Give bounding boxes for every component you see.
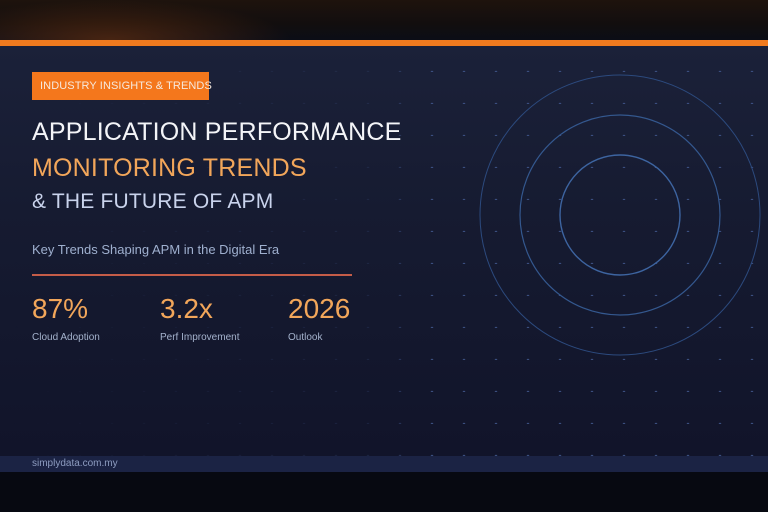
footer-band: simplydata.com.my (0, 456, 768, 472)
concentric-circles-decoration (479, 74, 761, 356)
stat-value: 87% (32, 293, 89, 324)
bottom-band (0, 472, 768, 512)
stat-value: 2026 (288, 293, 351, 324)
title-line-1: APPLICATION PERFORMANCE (32, 118, 402, 146)
title-line-3: & THE FUTURE OF APM (32, 190, 274, 213)
subtitle: Key Trends Shaping APM in the Digital Er… (32, 242, 280, 257)
title-line-2: MONITORING TRENDS (32, 154, 307, 182)
category-badge: INDUSTRY INSIGHTS & TRENDS (32, 72, 212, 100)
stat-cloud-adoption: 87% Cloud Adoption (32, 292, 100, 343)
stat-perf-improvement: 3.2x Perf Improvement (160, 292, 239, 343)
stat-value: 3.2x (160, 293, 213, 324)
top-band (0, 0, 768, 40)
main-panel (0, 46, 768, 456)
stat-label: Cloud Adoption (32, 332, 100, 343)
dot-grid-pattern (0, 46, 768, 456)
divider (32, 274, 352, 276)
stat-label: Outlook (288, 332, 323, 343)
website-link[interactable]: simplydata.com.my (32, 458, 118, 469)
accent-bar (0, 40, 768, 46)
stat-outlook: 2026 Outlook (288, 292, 350, 343)
stat-label: Perf Improvement (160, 332, 240, 343)
